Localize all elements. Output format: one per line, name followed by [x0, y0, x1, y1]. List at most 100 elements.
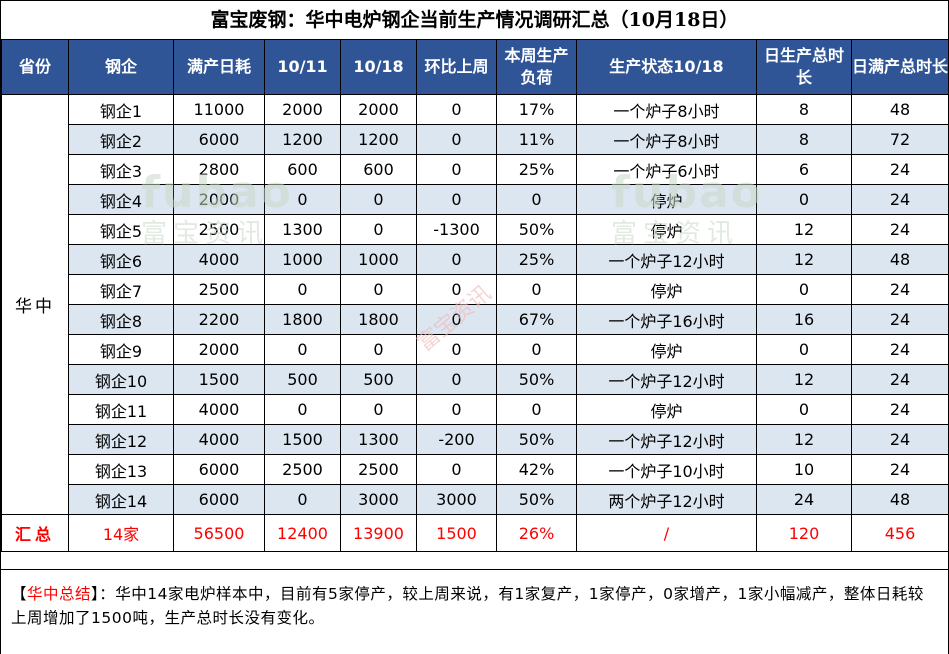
status-cell: 一个炉子6小时 — [576, 154, 757, 185]
summary-box: 【华中总结】：华中14家电炉样本中，目前有5家停产，较上周来说，有1家复产，1家… — [1, 569, 948, 654]
company-cell: 钢企4 — [68, 184, 174, 215]
full-hours-cell: 48 — [851, 484, 949, 515]
full-capacity-cell: 4000 — [173, 394, 265, 425]
full-capacity-cell: 2500 — [173, 274, 265, 305]
company-cell: 钢企13 — [68, 454, 174, 485]
table-row: 钢企11 4000 0 0 0 0 停炉 0 24 — [2, 394, 949, 425]
week1-cell: 0 — [264, 394, 341, 425]
week2-cell: 0 — [340, 394, 417, 425]
full-capacity-cell: 4000 — [173, 244, 265, 275]
week1-cell: 0 — [264, 274, 341, 305]
change-cell: 0 — [416, 364, 497, 395]
change-cell: -1300 — [416, 214, 497, 245]
week2-cell: 1800 — [340, 304, 417, 335]
header-company: 钢企 — [68, 39, 174, 95]
week1-cell: 2000 — [264, 94, 341, 125]
change-cell: 0 — [416, 454, 497, 485]
summary-tag: 华中总结 — [27, 585, 92, 603]
summary-paragraph: 【华中总结】：华中14家电炉样本中，目前有5家停产，较上周来说，有1家复产，1家… — [11, 585, 924, 627]
full-capacity-cell: 6000 — [173, 484, 265, 515]
summary-text: ：华中14家电炉样本中，目前有5家停产，较上周来说，有1家复产，1家停产，0家增… — [11, 585, 924, 627]
week2-cell: 0 — [340, 274, 417, 305]
status-cell: 一个炉子12小时 — [576, 244, 757, 275]
company-cell: 钢企11 — [68, 394, 174, 425]
status-cell: 停炉 — [576, 334, 757, 365]
full-capacity-cell: 2000 — [173, 184, 265, 215]
table-row: 钢企13 6000 2500 2500 0 42% 一个炉子10小时 10 24 — [2, 454, 949, 485]
total-row: 汇总 14家 56500 12400 13900 1500 26%/120 456 — [1, 514, 949, 552]
header-change: 环比上周 — [416, 39, 497, 95]
full-hours-cell: 24 — [851, 214, 949, 245]
company-cell: 钢企6 — [68, 244, 174, 275]
change-cell: 0 — [416, 304, 497, 335]
company-cell: 钢企5 — [68, 214, 174, 245]
full-hours-cell: 24 — [851, 154, 949, 185]
week1-cell: 0 — [264, 184, 341, 215]
full-capacity-cell: 2200 — [173, 304, 265, 335]
full-capacity-cell: 4000 — [173, 424, 265, 455]
company-cell: 钢企9 — [68, 334, 174, 365]
header-daily-hours: 日生产总时长 — [756, 39, 852, 95]
week2-cell: 0 — [340, 214, 417, 245]
load-cell: 50% — [496, 214, 577, 245]
load-cell: 25% — [496, 244, 577, 275]
full-hours-cell: 72 — [851, 124, 949, 155]
company-cell: 钢企3 — [68, 154, 174, 185]
daily-hours-cell: 12 — [756, 244, 852, 275]
week2-cell: 0 — [340, 334, 417, 365]
header-week1: 10/11 — [264, 39, 341, 95]
change-cell: 0 — [416, 184, 497, 215]
total-week1-cell: 12400 — [264, 514, 341, 552]
week2-cell: 1300 — [340, 424, 417, 455]
full-hours-cell: 24 — [851, 304, 949, 335]
table-row: 钢企8 2200 1800 1800 0 67% 一个炉子16小时 16 24 — [2, 304, 949, 335]
total-label: 汇总 — [1, 514, 69, 552]
week1-cell: 1500 — [264, 424, 341, 455]
company-cell: 钢企7 — [68, 274, 174, 305]
week1-cell: 1200 — [264, 124, 341, 155]
daily-hours-cell: 12 — [756, 364, 852, 395]
week2-cell: 1000 — [340, 244, 417, 275]
load-cell: 42% — [496, 454, 577, 485]
daily-hours-cell: 12 — [756, 214, 852, 245]
full-hours-cell: 24 — [851, 364, 949, 395]
table-row: 钢企4 2000 0 0 0 0 停炉 0 24 — [2, 184, 949, 215]
company-cell: 钢企12 — [68, 424, 174, 455]
status-cell: 一个炉子10小时 — [576, 454, 757, 485]
status-cell: 一个炉子16小时 — [576, 304, 757, 335]
change-cell: 0 — [416, 154, 497, 185]
full-hours-cell: 48 — [851, 244, 949, 275]
load-cell: 0 — [496, 394, 577, 425]
week1-cell: 1800 — [264, 304, 341, 335]
week1-cell: 600 — [264, 154, 341, 185]
week1-cell: 1000 — [264, 244, 341, 275]
load-cell: 25% — [496, 154, 577, 185]
change-cell: 0 — [416, 244, 497, 275]
total-load-cell: 26% — [496, 514, 577, 552]
week2-cell: 2500 — [340, 454, 417, 485]
week1-cell: 2500 — [264, 454, 341, 485]
table-row: 钢企5 2500 1300 0 -1300 50% 停炉 12 24 — [2, 214, 949, 245]
week2-cell: 2000 — [340, 94, 417, 125]
change-cell: -200 — [416, 424, 497, 455]
table-row: 钢企7 2500 0 0 0 0 停炉 0 24 — [2, 274, 949, 305]
total-full-hours-cell: 456 — [851, 514, 949, 552]
week2-cell: 3000 — [340, 484, 417, 515]
header-week2: 10/18 — [340, 39, 417, 95]
table-row: 华中 钢企1 11000 2000 2000 0 17% 一个炉子8小时 8 48 — [1, 94, 949, 515]
week2-cell: 600 — [340, 154, 417, 185]
change-cell: 0 — [416, 394, 497, 425]
status-cell: 两个炉子12小时 — [576, 484, 757, 515]
table-row: 钢企3 2800 600 600 0 25% 一个炉子6小时 6 24 — [2, 154, 949, 185]
table-row: 钢企2 6000 1200 1200 0 11% 一个炉子8小时 8 72 — [2, 124, 949, 155]
header-status: 生产状态10/18 — [576, 39, 757, 95]
daily-hours-cell: 8 — [756, 124, 852, 155]
full-hours-cell: 48 — [851, 94, 949, 125]
load-cell: 0 — [496, 184, 577, 215]
total-daily-hours-cell: 120 — [756, 514, 852, 552]
header-full-capacity: 满产日耗 — [173, 39, 265, 95]
company-cell: 钢企14 — [68, 484, 174, 515]
daily-hours-cell: 10 — [756, 454, 852, 485]
table-row: 钢企6 4000 1000 1000 0 25% 一个炉子12小时 12 48 — [2, 244, 949, 275]
table-row: 钢企14 6000 0 3000 3000 50% 两个炉子12小时 24 48 — [2, 484, 949, 515]
